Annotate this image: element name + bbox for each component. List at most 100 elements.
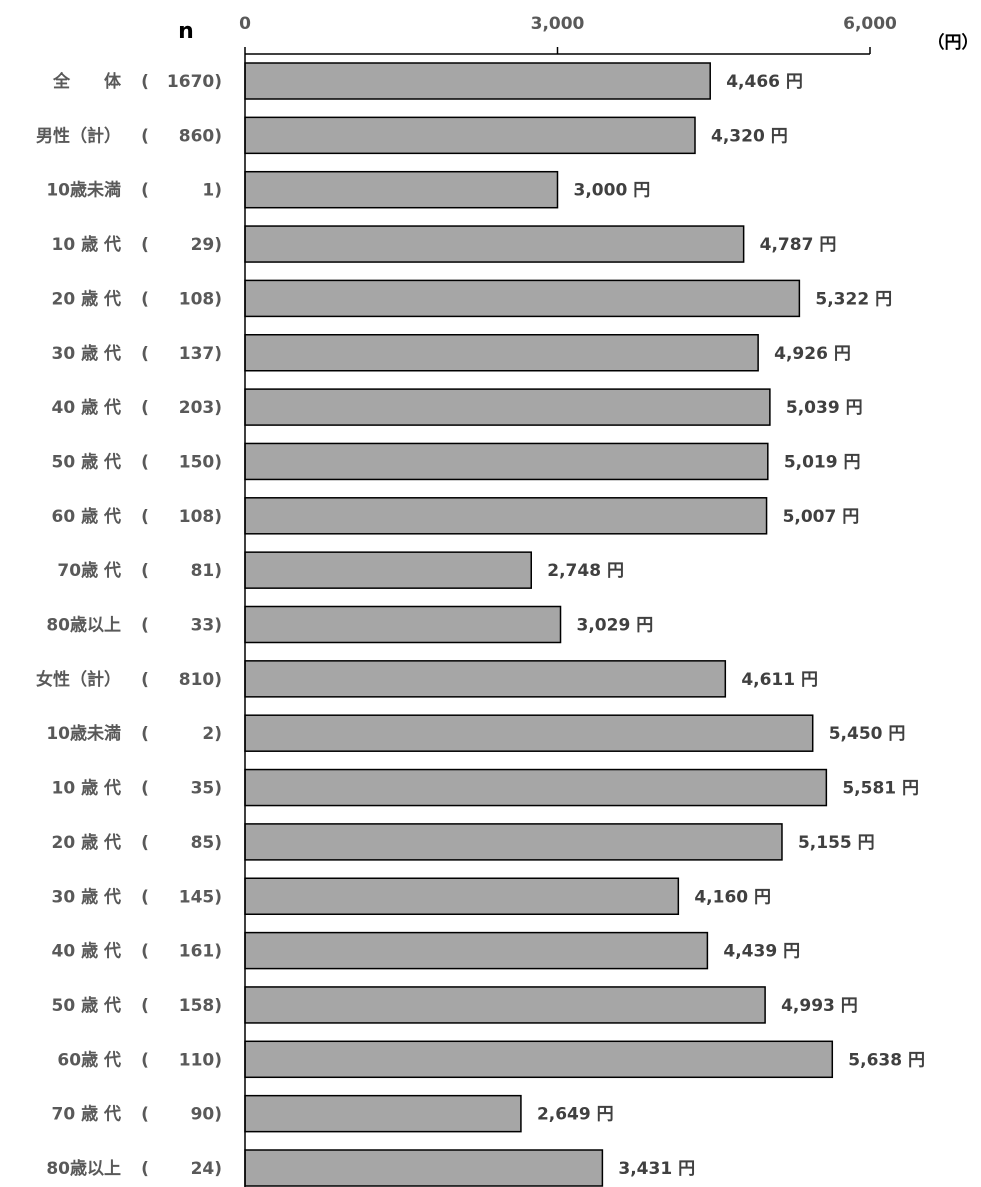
n-open-paren: (: [141, 1105, 149, 1125]
n-open-paren: (: [141, 779, 149, 799]
bar: [244, 62, 711, 100]
data-label: 4,993 円: [781, 996, 858, 1016]
bar: [244, 225, 745, 263]
bar: [244, 823, 783, 861]
category-label: 30 歳 代: [52, 343, 122, 364]
n-open-paren: (: [141, 1159, 149, 1179]
bar: [244, 1149, 604, 1187]
category-label: 10歳未満: [46, 180, 121, 201]
data-label: 5,581 円: [842, 779, 919, 799]
data-label: 2,748 円: [547, 561, 624, 581]
n-value: 33): [191, 616, 222, 636]
n-open-paren: (: [141, 942, 149, 962]
data-label: 4,439 円: [723, 942, 800, 962]
n-value: 108): [179, 507, 222, 527]
category-label: 女性（計）: [36, 669, 121, 690]
data-label: 4,787 円: [760, 235, 837, 255]
category-label: 80歳以上: [46, 615, 121, 636]
bar: [244, 660, 727, 698]
n-open-paren: (: [141, 507, 149, 527]
n-value: 1): [202, 181, 222, 201]
n-open-paren: (: [141, 724, 149, 744]
category-label: 20 歳 代: [52, 288, 122, 309]
category-label: 80歳以上: [46, 1158, 121, 1179]
category-label: 70 歳 代: [52, 1104, 122, 1125]
n-value: 24): [191, 1159, 222, 1179]
n-open-paren: (: [141, 616, 149, 636]
bar: [244, 497, 768, 535]
data-label: 3,029 円: [577, 616, 654, 636]
data-label: 5,638 円: [848, 1050, 925, 1070]
bar: [244, 986, 766, 1024]
n-value: 2): [202, 724, 222, 744]
n-value: 1670): [167, 72, 222, 92]
category-label: 10歳未満: [46, 723, 121, 744]
n-value: 29): [191, 235, 222, 255]
x-tick-label: 6,000: [843, 14, 897, 34]
x-tick-label: 0: [239, 14, 251, 34]
n-open-paren: (: [141, 289, 149, 309]
data-label: 3,000 円: [574, 181, 651, 201]
unit-label: （円）: [928, 32, 979, 53]
n-value: 81): [191, 561, 222, 581]
n-open-paren: (: [141, 235, 149, 255]
n-value: 110): [179, 1050, 222, 1070]
n-value: 35): [191, 779, 222, 799]
bar: [244, 931, 709, 970]
category-label: 男性（計）: [36, 125, 121, 146]
n-value: 85): [191, 833, 222, 853]
category-label: 40 歳 代: [52, 397, 122, 418]
n-open-paren: (: [141, 887, 149, 907]
n-open-paren: (: [141, 344, 149, 364]
n-value: 203): [179, 398, 222, 418]
bar: [244, 877, 680, 915]
category-label: 20 歳 代: [52, 832, 122, 853]
data-label: 4,320 円: [711, 126, 788, 146]
data-label: 4,160 円: [694, 887, 771, 907]
n-header: n: [178, 19, 194, 44]
n-open-paren: (: [141, 398, 149, 418]
data-label: 5,322 円: [815, 289, 892, 309]
n-open-paren: (: [141, 181, 149, 201]
bar: [244, 116, 696, 155]
bar: [244, 1094, 522, 1133]
n-value: 137): [179, 344, 222, 364]
n-value: 860): [179, 126, 222, 146]
category-label: 10 歳 代: [52, 234, 122, 255]
data-label: 5,155 円: [798, 833, 875, 853]
bars-group: 4,466 円 4,320 円 3,000 円 4,787 円 5,322 円 4,926…: [244, 62, 925, 1187]
bar: [244, 605, 562, 644]
bar: [244, 1040, 834, 1079]
category-label: 60 歳 代: [52, 506, 122, 527]
data-label: 2,649 円: [537, 1105, 614, 1125]
bar: [244, 388, 771, 426]
bar: [244, 714, 814, 752]
data-label: 3,431 円: [618, 1159, 695, 1179]
category-label: 全 体: [52, 71, 122, 92]
n-value: 161): [179, 942, 222, 962]
category-label: 70歳 代: [57, 560, 121, 581]
category-label: 30 歳 代: [52, 886, 122, 907]
bar: [244, 170, 559, 209]
data-label: 4,926 円: [774, 344, 851, 364]
data-label: 4,611 円: [741, 670, 818, 690]
x-tick-label: 3,000: [531, 14, 585, 34]
bar: [244, 279, 801, 318]
n-open-paren: (: [141, 670, 149, 690]
n-open-paren: (: [141, 1050, 149, 1070]
data-label: 5,007 円: [783, 507, 860, 527]
category-label: 60歳 代: [57, 1049, 121, 1070]
n-open-paren: (: [141, 126, 149, 146]
n-value: 810): [179, 670, 222, 690]
bar: [244, 334, 759, 372]
n-value: 158): [179, 996, 222, 1016]
data-label: 4,466 円: [726, 72, 803, 92]
n-open-paren: (: [141, 561, 149, 581]
bar: [244, 768, 828, 807]
n-value: 145): [179, 887, 222, 907]
n-value: 108): [179, 289, 222, 309]
bar: [244, 442, 769, 481]
category-label: 50 歳 代: [52, 995, 122, 1016]
bar: [244, 551, 532, 589]
